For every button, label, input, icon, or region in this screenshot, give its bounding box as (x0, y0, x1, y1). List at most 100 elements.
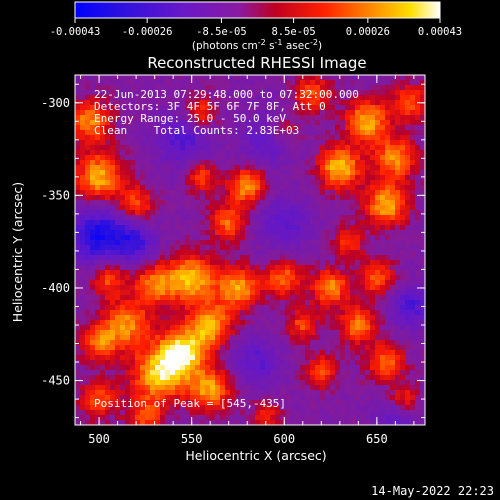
heatmap-cell (325, 75, 331, 81)
heatmap-cell (135, 360, 141, 366)
heatmap-cell (110, 415, 116, 421)
heatmap-cell (310, 140, 316, 146)
heatmap-cell (170, 415, 176, 421)
heatmap-cell (220, 245, 226, 251)
heatmap-cell (190, 220, 196, 226)
heatmap-cell (405, 360, 411, 366)
heatmap-cell (240, 355, 246, 361)
heatmap-cell (220, 380, 226, 386)
heatmap-cell (305, 355, 311, 361)
heatmap-cell (245, 405, 251, 411)
heatmap-cell (350, 280, 356, 286)
heatmap-cell (380, 245, 386, 251)
heatmap-cell (315, 165, 321, 171)
heatmap-cell (145, 85, 151, 91)
heatmap-cell (210, 240, 216, 246)
heatmap-cell (275, 140, 281, 146)
heatmap-cell (100, 280, 106, 286)
heatmap-cell (190, 205, 196, 211)
heatmap-cell (170, 325, 176, 331)
heatmap-cell (405, 175, 411, 181)
heatmap-cell (165, 335, 171, 341)
heatmap-cell (240, 320, 246, 326)
heatmap-cell (140, 80, 146, 86)
heatmap-cell (195, 220, 201, 226)
heatmap-cell (165, 350, 171, 356)
heatmap-cell (270, 230, 276, 236)
heatmap-cell (400, 125, 406, 131)
heatmap-cell (220, 100, 226, 106)
heatmap-cell (305, 405, 311, 411)
heatmap-cell (190, 155, 196, 161)
heatmap-cell (280, 130, 286, 136)
heatmap-cell (80, 105, 86, 111)
heatmap-cell (365, 115, 371, 121)
heatmap-cell (160, 375, 166, 381)
heatmap-cell (110, 100, 116, 106)
heatmap-cell (215, 385, 221, 391)
heatmap-cell (380, 150, 386, 156)
heatmap-cell (390, 265, 396, 271)
heatmap-cell (80, 260, 86, 266)
heatmap-cell (305, 80, 311, 86)
heatmap-cell (135, 175, 141, 181)
heatmap-cell (355, 100, 361, 106)
heatmap-cell (265, 350, 271, 356)
heatmap-cell (285, 360, 291, 366)
heatmap-cell (80, 335, 86, 341)
heatmap-cell (245, 90, 251, 96)
heatmap-cell (200, 370, 206, 376)
heatmap-cell (250, 140, 256, 146)
heatmap-cell (350, 215, 356, 221)
heatmap-cell (235, 320, 241, 326)
heatmap-cell (240, 325, 246, 331)
heatmap-cell (155, 415, 161, 421)
heatmap-cell (235, 245, 241, 251)
heatmap-cell (155, 265, 161, 271)
heatmap-cell (350, 230, 356, 236)
heatmap-cell (280, 305, 286, 311)
heatmap-cell (215, 395, 221, 401)
heatmap-cell (165, 105, 171, 111)
heatmap-cell (80, 110, 86, 116)
heatmap-cell (260, 110, 266, 116)
heatmap-cell (280, 220, 286, 226)
heatmap-cell (205, 370, 211, 376)
heatmap-cell (315, 250, 321, 256)
heatmap-cell (315, 240, 321, 246)
heatmap-cell (165, 380, 171, 386)
heatmap-cell (110, 225, 116, 231)
heatmap-cell (245, 415, 251, 421)
heatmap-cell (360, 315, 366, 321)
heatmap-cell (360, 165, 366, 171)
heatmap-cell (125, 275, 131, 281)
heatmap-cell (265, 355, 271, 361)
heatmap-cell (165, 180, 171, 186)
heatmap-cell (310, 345, 316, 351)
heatmap-cell (295, 175, 301, 181)
heatmap-cell (230, 340, 236, 346)
heatmap-cell (250, 400, 256, 406)
heatmap-cell (90, 280, 96, 286)
heatmap-cell (250, 100, 256, 106)
heatmap-cell (390, 125, 396, 131)
heatmap-cell (80, 245, 86, 251)
heatmap-cell (300, 255, 306, 261)
heatmap-cell (115, 120, 121, 126)
heatmap-cell (190, 345, 196, 351)
heatmap-cell (185, 125, 191, 131)
heatmap-cell (320, 220, 326, 226)
heatmap-cell (165, 185, 171, 191)
heatmap-cell (210, 415, 216, 421)
heatmap-cell (410, 330, 416, 336)
heatmap-cell (130, 290, 136, 296)
heatmap-cell (155, 210, 161, 216)
heatmap-cell (370, 330, 376, 336)
heatmap-cell (305, 250, 311, 256)
heatmap-cell (100, 170, 106, 176)
heatmap-cell (280, 265, 286, 271)
heatmap-cell (365, 230, 371, 236)
heatmap-cell (370, 245, 376, 251)
heatmap-cell (295, 215, 301, 221)
heatmap-cell (240, 195, 246, 201)
